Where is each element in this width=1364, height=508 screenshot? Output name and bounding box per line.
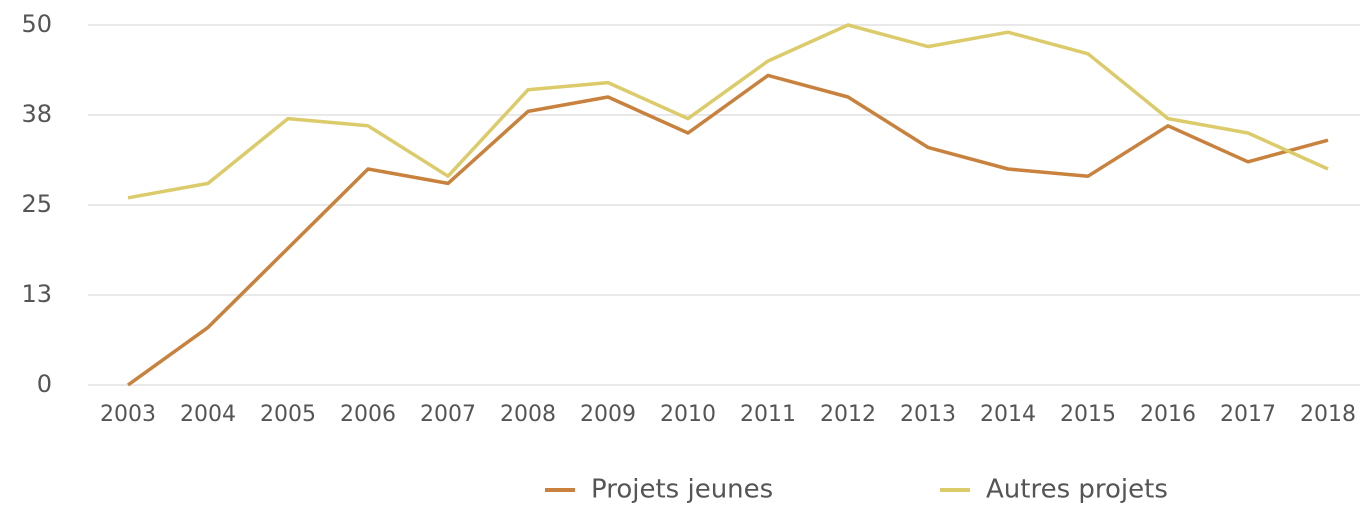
x-tick-label: 2014	[980, 402, 1036, 427]
y-tick-label: 25	[21, 190, 52, 218]
x-tick-label: 2012	[820, 402, 876, 427]
x-tick-label: 2003	[100, 402, 156, 427]
x-tick-label: 2007	[420, 402, 476, 427]
x-tick-label: 2006	[340, 402, 396, 427]
series-line	[127, 23, 1329, 200]
x-tick-label: 2016	[1140, 402, 1196, 427]
x-tick-label: 2005	[260, 402, 316, 427]
x-tick-label: 2009	[580, 402, 636, 427]
x-tick-label: 2004	[180, 402, 236, 427]
x-tick-label: 2011	[740, 402, 796, 427]
x-tick-label: 2013	[900, 402, 956, 427]
y-tick-label: 50	[21, 10, 52, 38]
series-line	[126, 73, 1329, 387]
y-tick-label: 0	[37, 370, 52, 398]
x-tick-label: 2010	[660, 402, 716, 427]
legend-label: Autres projets	[986, 475, 1168, 505]
x-tick-label: 2008	[500, 402, 556, 427]
x-tick-label: 2018	[1300, 402, 1356, 427]
x-tick-label: 2017	[1220, 402, 1276, 427]
y-tick-label: 13	[21, 280, 52, 308]
legend-label: Projets jeunes	[591, 475, 773, 505]
x-tick-label: 2015	[1060, 402, 1116, 427]
y-tick-label: 38	[21, 100, 52, 128]
